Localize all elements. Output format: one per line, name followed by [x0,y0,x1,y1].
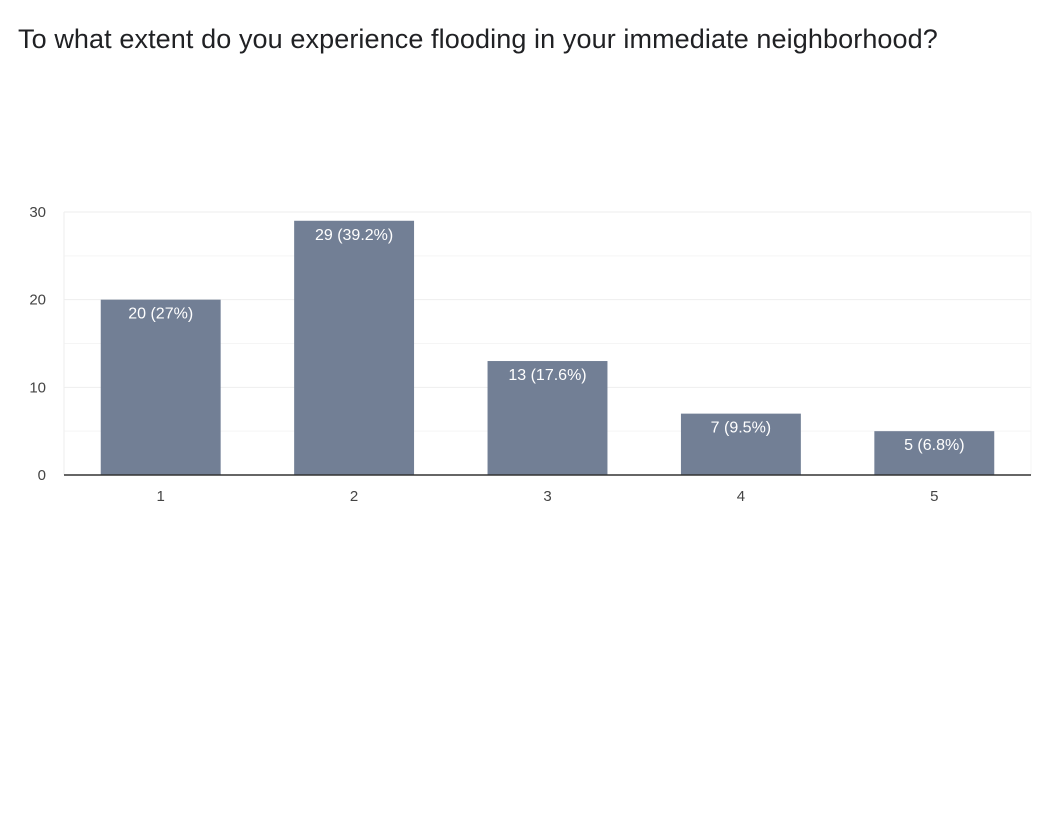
bar-3 [487,361,608,475]
bar-data-label: 5 (6.8%) [904,437,964,454]
x-tick-label: 1 [157,488,165,505]
bar-data-label: 29 (39.2%) [315,227,393,244]
bar-4 [680,413,801,475]
y-tick-label: 20 [29,292,46,309]
y-tick-label: 30 [29,204,46,221]
bar-1 [100,299,221,475]
bars-layer [100,220,995,475]
question-title: To what extent do you experience floodin… [18,24,938,54]
bar-5 [874,431,995,475]
bar-data-label: 13 (17.6%) [508,367,586,384]
x-tick-label: 2 [350,488,358,505]
y-tick-label: 10 [29,379,46,396]
bar-data-label: 7 (9.5%) [711,420,771,437]
labels-layer: 0 10 20 30 20 (27%) 1 29 (39.2%) 2 13 (17.6%) 3 7 … [29,204,964,505]
bar-data-label: 20 (27%) [128,306,193,323]
bar-2 [294,220,415,475]
y-tick-label: 0 [38,467,46,484]
x-tick-label: 4 [737,488,745,505]
x-tick-label: 5 [930,488,938,505]
x-tick-label: 3 [543,488,551,505]
